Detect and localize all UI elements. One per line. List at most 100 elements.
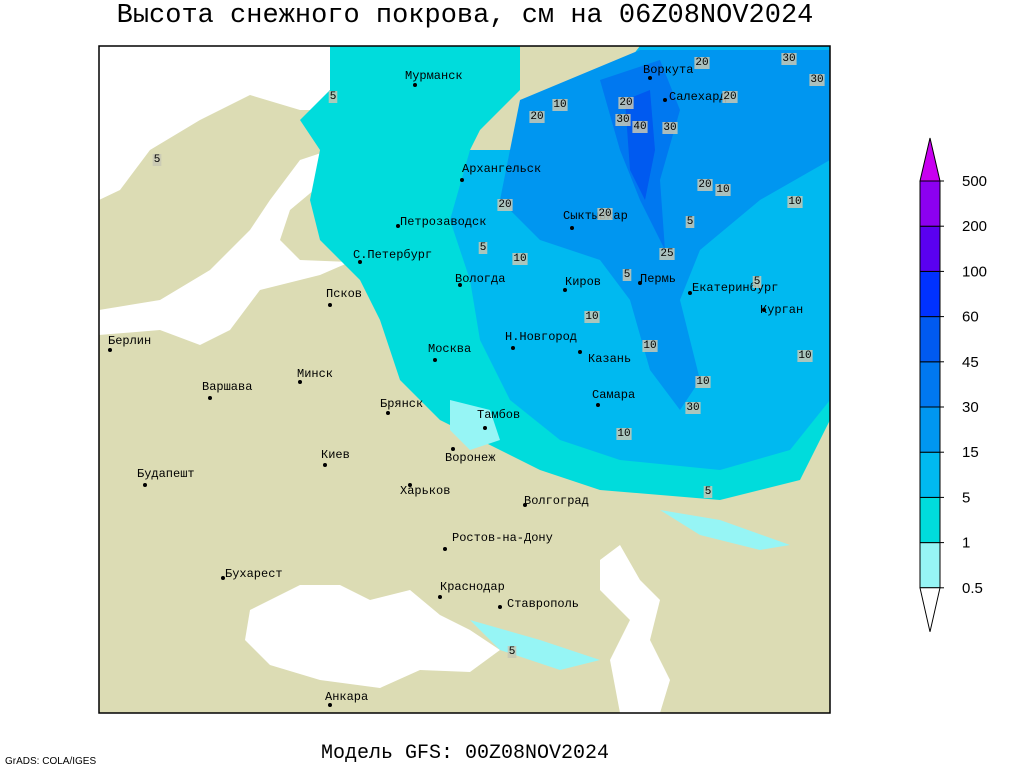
- city-label: Воронеж: [445, 451, 496, 465]
- contour-label-box: [787, 196, 803, 208]
- credit: GrADS: COLA/IGES: [5, 756, 96, 767]
- contour-label: 5: [624, 269, 631, 281]
- contour-label-box: [695, 376, 711, 388]
- model-footer: Модель GFS: 00Z08NOV2024: [321, 742, 609, 765]
- city-label: Варшава: [202, 380, 252, 394]
- contour-label-box: [632, 121, 648, 133]
- contour-label-box: [797, 350, 813, 362]
- city-dot: [408, 483, 412, 487]
- map-frame: [98, 45, 831, 714]
- city-dot: [498, 605, 502, 609]
- city-label: Пермь: [640, 272, 676, 286]
- colorbar-segment: [919, 316, 941, 363]
- city-label: Харьков: [400, 484, 450, 498]
- city-label: Воркута: [643, 63, 693, 77]
- contour-label-box: [694, 57, 710, 69]
- city-label: Киев: [321, 448, 350, 462]
- colorbar-cap-top: [919, 137, 941, 182]
- colorbar-segment: [919, 225, 941, 272]
- city-dot: [648, 76, 652, 80]
- contour-label-box: [809, 74, 825, 86]
- city-label: Петрозаводск: [400, 215, 486, 229]
- city-dot: [221, 576, 225, 580]
- colorbar-label: 45: [962, 354, 979, 371]
- colorbar-segment: [919, 406, 941, 453]
- colorbar-label: 30: [962, 399, 979, 416]
- contour-label: 5: [480, 242, 487, 254]
- city-dot: [578, 350, 582, 354]
- colorbar-segment: [919, 542, 941, 589]
- city-dot: [762, 308, 766, 312]
- colorbar-label: 5: [962, 489, 970, 506]
- colorbar-label: 15: [962, 444, 979, 461]
- contour-label-box: [497, 199, 513, 211]
- contour-label: 20: [619, 97, 632, 109]
- city-label: Екатеринбург: [692, 281, 778, 295]
- city-label: Берлин: [108, 334, 151, 348]
- city-label: Бухарест: [225, 567, 283, 581]
- city-label: Сыктывкар: [563, 209, 628, 223]
- city-dot: [413, 83, 417, 87]
- city-label: Тамбов: [477, 408, 520, 422]
- city-label: Псков: [326, 287, 362, 301]
- contour-label-box: [703, 486, 713, 498]
- contour-label: 10: [513, 253, 526, 265]
- city-dot: [596, 403, 600, 407]
- contour-label: 20: [530, 111, 543, 123]
- city-dot: [328, 703, 332, 707]
- contour-label: 30: [810, 74, 823, 86]
- contour-label: 10: [716, 184, 729, 196]
- city-label: Минск: [297, 367, 333, 381]
- city-dot: [523, 503, 527, 507]
- contour-label-box: [781, 53, 797, 65]
- city-dot: [638, 281, 642, 285]
- contour-label-box: [685, 216, 695, 228]
- contour-label: 25: [660, 248, 673, 260]
- colorbar-label: 0.5: [962, 580, 983, 597]
- colorbar-segment: [919, 180, 941, 227]
- contour-label-box: [597, 208, 613, 220]
- city-label: Самара: [592, 388, 635, 402]
- city-dot: [438, 595, 442, 599]
- city-dot: [358, 260, 362, 264]
- contour-label: 30: [686, 402, 699, 414]
- city-label: Ставрополь: [507, 597, 579, 611]
- contour-label-box: [584, 311, 600, 323]
- contour-label-box: [622, 269, 632, 281]
- snow-45-60: [625, 90, 655, 200]
- city-label: Будапешт: [137, 467, 195, 481]
- city-dot: [511, 346, 515, 350]
- city-label: Брянск: [380, 397, 423, 411]
- contour-label: 10: [788, 196, 801, 208]
- contour-label-box: [715, 184, 731, 196]
- contour-label-box: [507, 646, 517, 658]
- colorbar-label: 100: [962, 263, 987, 280]
- contour-label-box: [152, 154, 162, 166]
- contour-label: 30: [616, 114, 629, 126]
- city-label: Волгоград: [524, 494, 589, 508]
- city-dot: [323, 463, 327, 467]
- city-dot: [298, 380, 302, 384]
- contour-label: 20: [723, 91, 736, 103]
- city-label: Вологда: [455, 272, 505, 286]
- colorbar-label: 1: [962, 535, 970, 552]
- city-dot: [208, 396, 212, 400]
- contour-label-box: [618, 97, 634, 109]
- map-labels: Мурманск Архангельск Воркута Салехард Петроз…: [108, 53, 825, 707]
- city-dot: [663, 98, 667, 102]
- contour-label-box: [529, 111, 545, 123]
- city-dot: [433, 358, 437, 362]
- contour-label: 40: [633, 121, 646, 133]
- city-label: Краснодар: [440, 580, 505, 594]
- colorbar-segment: [919, 496, 941, 544]
- contour-label: 10: [696, 376, 709, 388]
- city-dot: [328, 303, 332, 307]
- city-dot: [483, 426, 487, 430]
- contour-label-box: [552, 99, 568, 111]
- city-label: Киров: [565, 275, 601, 289]
- colorbar-cap-bottom: [919, 587, 941, 632]
- city-dot: [570, 226, 574, 230]
- city-label: Мурманск: [405, 69, 463, 83]
